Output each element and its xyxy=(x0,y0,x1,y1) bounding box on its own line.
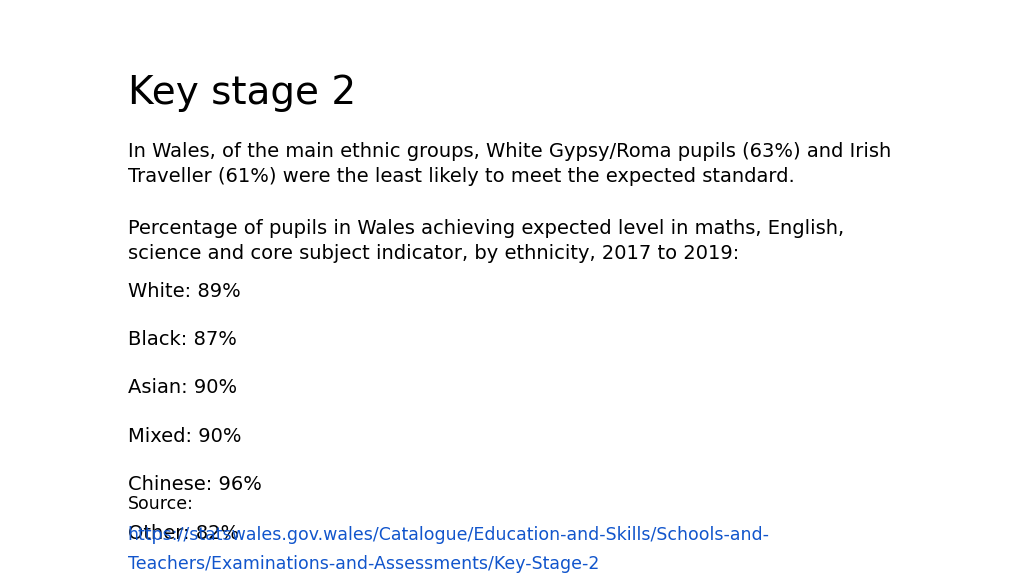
Text: Teachers/Examinations-and-Assessments/Key-Stage-2: Teachers/Examinations-and-Assessments/Ke… xyxy=(128,555,599,573)
Text: Black: 87%: Black: 87% xyxy=(128,330,237,349)
Text: White: 89%: White: 89% xyxy=(128,282,241,301)
Text: Mixed: 90%: Mixed: 90% xyxy=(128,427,242,446)
Text: In Wales, of the main ethnic groups, White Gypsy/Roma pupils (63%) and Irish
Tra: In Wales, of the main ethnic groups, Whi… xyxy=(128,142,891,186)
Text: Other: 82%: Other: 82% xyxy=(128,524,239,543)
Text: Percentage of pupils in Wales achieving expected level in maths, English,
scienc: Percentage of pupils in Wales achieving … xyxy=(128,219,844,263)
Text: Source:: Source: xyxy=(128,495,194,513)
Text: Chinese: 96%: Chinese: 96% xyxy=(128,475,262,494)
Text: Key stage 2: Key stage 2 xyxy=(128,74,356,112)
Text: https://statswales.gov.wales/Catalogue/Education-and-Skills/Schools-and-: https://statswales.gov.wales/Catalogue/E… xyxy=(128,526,770,544)
Text: Asian: 90%: Asian: 90% xyxy=(128,378,237,397)
